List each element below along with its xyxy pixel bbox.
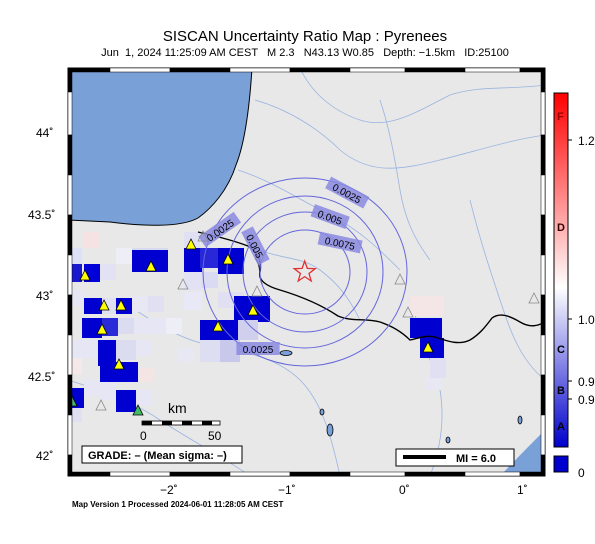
grade-label: D [557, 222, 565, 234]
station-marker[interactable] [79, 269, 91, 281]
contour-label: 0.0025 [236, 342, 280, 356]
contours [202, 177, 408, 367]
scale-bar: km 0 50 [140, 400, 222, 443]
svg-text:0.0025: 0.0025 [243, 345, 274, 356]
lat-tick-label: 42.5˚ [28, 370, 55, 384]
station-marker[interactable] [96, 323, 108, 335]
lon-tick-label: 0˚ [399, 483, 410, 497]
station-marker[interactable] [212, 320, 224, 332]
lat-tick-label: 43.5˚ [28, 208, 55, 222]
grade-text: GRADE: – (Mean sigma: –) [88, 450, 227, 462]
grade-label: C [557, 344, 565, 356]
lon-tick-label: 1˚ [517, 483, 528, 497]
value-label: 1.2 [578, 134, 595, 148]
station-marker[interactable] [185, 238, 197, 250]
lon-tick-label: −1˚ [278, 483, 296, 497]
station-marker[interactable] [251, 285, 263, 297]
processing-footer: Map Version 1 Processed 2024-06-01 11:28… [72, 500, 284, 509]
grade-label: F [557, 111, 564, 123]
colorbar-gradient [553, 92, 569, 448]
scale-unit: km [168, 400, 187, 416]
station-marker[interactable] [197, 230, 209, 242]
grade-label: A [557, 421, 565, 433]
station-marker[interactable] [394, 273, 406, 285]
frame-ticks [67, 67, 546, 477]
lakes [279, 350, 523, 444]
station-marker[interactable] [132, 404, 144, 416]
bay-of-biscay [68, 68, 253, 226]
epicenter-star[interactable] [292, 259, 318, 283]
value-label: 0.9 [578, 375, 595, 389]
lat-tick-label: 44˚ [36, 126, 53, 140]
lon-tick-label: −2˚ [160, 483, 178, 497]
scale-tick-label: 50 [208, 429, 222, 443]
mi-text: MI = 6.0 [456, 453, 496, 465]
grade-label: B [557, 385, 565, 397]
grade-box: GRADE: – (Mean sigma: –) [81, 445, 243, 464]
station-marker[interactable] [222, 253, 234, 265]
station-marker[interactable] [113, 358, 125, 370]
stations [68, 230, 540, 416]
station-marker[interactable] [115, 299, 127, 311]
lat-tick-label: 43˚ [36, 289, 53, 303]
station-marker[interactable] [528, 292, 540, 304]
event-subtitle: Jun 1, 2024 11:25:09 AM CEST M 2.3 N43.1… [101, 47, 509, 59]
station-marker[interactable] [95, 399, 107, 411]
station-marker[interactable] [402, 306, 414, 318]
station-marker[interactable] [145, 260, 157, 272]
lat-tick-label: 42˚ [36, 449, 53, 463]
mi-box: MI = 6.0 [395, 448, 515, 467]
uncertainty-grid [68, 232, 446, 422]
map-title: SISCAN Uncertainty Ratio Map : Pyrenees [162, 28, 448, 45]
station-marker[interactable] [247, 304, 259, 316]
value-label: 0 [578, 466, 585, 480]
value-label: 0.9 [578, 393, 595, 407]
colorbar: F D C B A 1.2 1.0 0.9 0.9 0 [553, 92, 595, 480]
station-marker[interactable] [98, 299, 110, 311]
scale-tick-label: 0 [140, 429, 147, 443]
station-marker[interactable] [422, 341, 434, 353]
colorbar-bottom-swatch [553, 455, 569, 473]
value-label: 1.0 [578, 313, 595, 327]
station-marker[interactable] [177, 278, 189, 290]
